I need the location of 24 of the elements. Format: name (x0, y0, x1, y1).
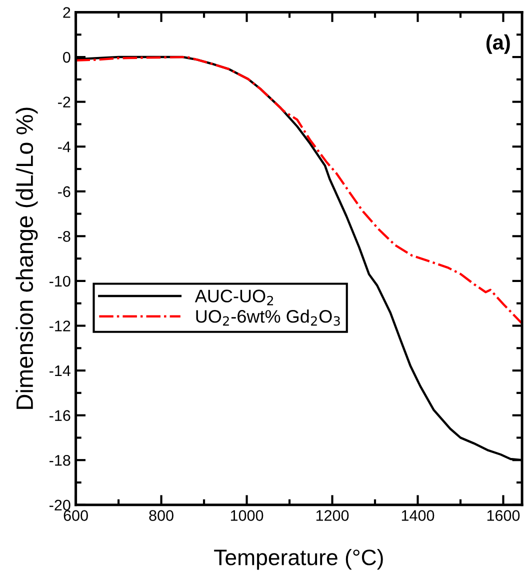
y-tick-label: -18 (50, 454, 70, 466)
x-tick-label: 1600 (487, 510, 520, 521)
y-tick-label: -6 (58, 186, 70, 198)
y-tick-label: 2 (63, 7, 70, 18)
y-tick-label: 0 (63, 52, 70, 63)
y-tick-label: -16 (50, 410, 70, 421)
line-series (76, 56, 522, 325)
legend-label: AUC-UO$_{2}$ (194, 290, 274, 306)
x-tick-label: 1200 (316, 510, 349, 521)
x-tick-label: 1400 (402, 510, 434, 521)
x-tick-label: 800 (149, 510, 174, 521)
y-tick-label: -12 (50, 320, 70, 332)
y-tick-label: -4 (58, 142, 70, 152)
y-tick-label: -20 (50, 500, 70, 511)
y-tick-label: -10 (50, 276, 70, 287)
x-axis-title: Temperature (°C) (214, 548, 383, 570)
y-axis-title: Dimension change (dL/Lo %) (16, 108, 38, 409)
y-tick-label: -2 (58, 96, 70, 108)
x-tick-label: 600 (64, 510, 88, 521)
legend-label: UO$_{2}$-6wt% Gd$_{2}$O$_{3}$ (196, 310, 340, 326)
y-tick-label: -8 (58, 231, 70, 242)
y-tick-label: -14 (50, 366, 70, 376)
x-tick-label: 1000 (230, 510, 264, 521)
annotation: (a) (486, 34, 510, 54)
